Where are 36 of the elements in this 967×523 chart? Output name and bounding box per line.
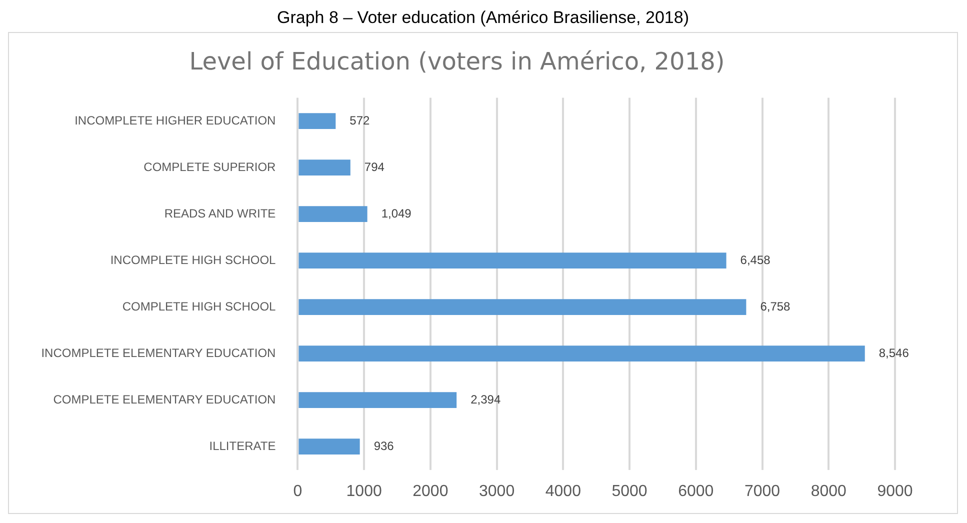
y-tick-label: INCOMPLETE HIGHER EDUCATION	[74, 113, 276, 128]
x-tick-label: 3000	[479, 482, 515, 500]
x-tick-label: 5000	[612, 482, 648, 500]
bar	[298, 438, 360, 454]
data-label: 1,049	[381, 206, 412, 220]
bar	[298, 113, 336, 129]
y-tick-label: READS AND WRITE	[164, 206, 276, 220]
bar	[298, 346, 865, 362]
data-label: 936	[374, 438, 394, 453]
bar	[298, 160, 350, 176]
data-label: 6,758	[760, 299, 791, 314]
x-tick-label: 7000	[744, 482, 780, 500]
x-tick-label: 1000	[346, 482, 382, 500]
bar	[298, 206, 368, 222]
x-tick-label: 0	[293, 482, 302, 500]
data-label: 6,458	[740, 252, 771, 267]
x-tick-label: 2000	[412, 482, 448, 500]
bar	[298, 299, 746, 315]
data-label: 2,394	[470, 392, 501, 406]
data-label: 8,546	[878, 346, 910, 360]
data-label: 572	[350, 113, 370, 128]
y-tick-label: INCOMPLETE HIGH SCHOOL	[110, 252, 276, 267]
x-tick-label: 6000	[678, 482, 714, 500]
y-tick-label: COMPLETE ELEMENTARY EDUCATION	[53, 392, 276, 406]
chart-subtitle: Level of Education (voters in Américo, 2018)	[189, 48, 725, 76]
bar	[298, 252, 726, 268]
y-tick-label: COMPLETE HIGH SCHOOL	[122, 299, 276, 314]
y-tick-label: INCOMPLETE ELEMENTARY EDUCATION	[41, 346, 276, 360]
x-tick-label: 9000	[877, 482, 913, 500]
bar	[298, 392, 457, 408]
chart-title: Graph 8 – Voter education (Américo Brasiliense, 2018)	[276, 8, 690, 28]
y-tick-label: COMPLETE SUPERIOR	[144, 160, 276, 174]
x-tick-label: 8000	[810, 482, 847, 500]
data-label: 794	[364, 160, 385, 174]
y-tick-label: ILLITERATE	[209, 438, 276, 453]
x-tick-label: 4000	[545, 482, 582, 500]
